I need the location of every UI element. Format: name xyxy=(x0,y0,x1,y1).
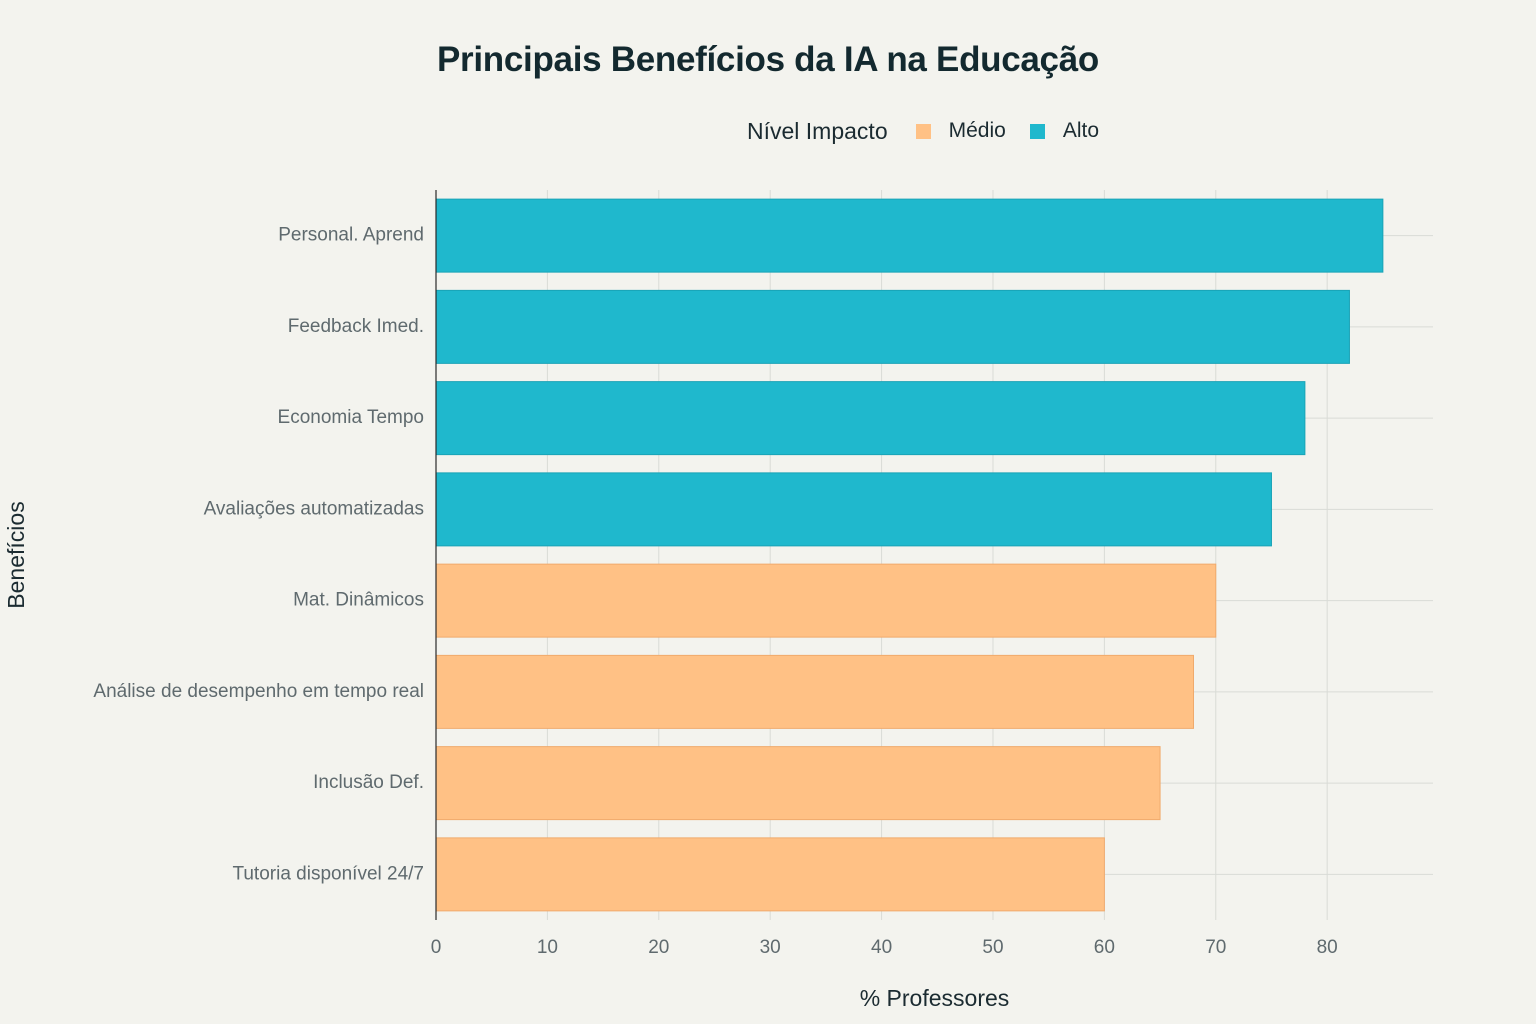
x-tick-label: 30 xyxy=(760,937,781,958)
category-label: Mat. Dinâmicos xyxy=(293,590,424,611)
bar-4[interactable] xyxy=(435,472,1272,547)
labels-layer: Personal. Aprend Feedback Imed. Economia T… xyxy=(3,225,1338,1011)
legend-item-medio[interactable]: Médio xyxy=(915,119,1006,143)
legend-item-alto[interactable]: Alto xyxy=(1029,119,1099,143)
legend-label-alto: Alto xyxy=(1062,119,1099,142)
bar-2[interactable] xyxy=(435,289,1350,364)
bar-7[interactable] xyxy=(435,746,1161,821)
legend-label-medio: Médio xyxy=(948,119,1006,142)
legend-title: Nível Impacto xyxy=(747,117,888,144)
x-tick-label: 50 xyxy=(982,937,1003,958)
category-label: Feedback Imed. xyxy=(288,316,424,337)
category-label: Economia Tempo xyxy=(278,407,424,428)
x-tick-label: 70 xyxy=(1205,937,1226,958)
legend: Nível Impacto Médio Alto xyxy=(747,114,1123,148)
x-axis-title: % Professores xyxy=(860,985,1010,1011)
x-tick-label: 40 xyxy=(871,937,892,958)
bar-8[interactable] xyxy=(435,837,1105,912)
legend-swatch-alto xyxy=(1029,123,1045,139)
x-tick-label: 20 xyxy=(648,937,669,958)
category-label: Tutoria disponível 24/7 xyxy=(232,863,424,884)
legend-swatch-medio xyxy=(915,123,931,139)
category-label: Avaliações automatizadas xyxy=(204,498,424,519)
chart-title: Principais Benefícios da IA na Educação xyxy=(437,40,1099,79)
category-label: Análise de desempenho em tempo real xyxy=(93,681,424,702)
category-label: Personal. Aprend xyxy=(278,225,424,246)
x-tick-label: 10 xyxy=(537,937,558,958)
x-tick-label: 80 xyxy=(1317,937,1338,958)
bar-3[interactable] xyxy=(435,381,1306,456)
x-tick-label: 0 xyxy=(431,937,442,958)
y-axis-title: Benefícios xyxy=(3,501,29,608)
category-label: Inclusão Def. xyxy=(313,772,424,793)
bars-layer xyxy=(435,198,1384,912)
bar-6[interactable] xyxy=(435,654,1194,729)
bar-1[interactable] xyxy=(435,198,1384,273)
bar-5[interactable] xyxy=(435,563,1217,638)
x-tick-label: 60 xyxy=(1094,937,1115,958)
